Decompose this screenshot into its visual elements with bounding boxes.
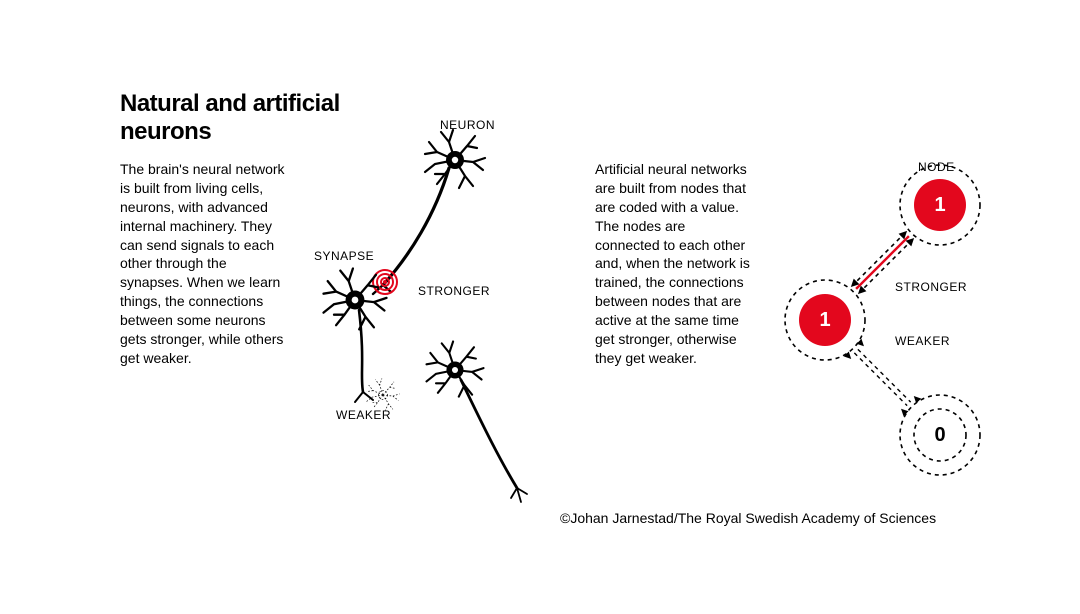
label-stronger: STRONGER (418, 284, 490, 298)
label-stronger-2: STRONGER (895, 280, 967, 294)
natural-description: The brain's neural network is built from… (120, 160, 290, 368)
artificial-description: Artificial neural networks are built fro… (595, 160, 750, 368)
infographic-canvas: Natural and artificial neurons The brain… (0, 0, 1080, 614)
label-neuron: NEURON (440, 118, 495, 132)
label-node: NODE (918, 160, 955, 174)
label-weaker-2: WEAKER (895, 334, 950, 348)
node-value: 1 (819, 309, 830, 331)
credit-line: ©Johan Jarnestad/The Royal Swedish Acade… (560, 510, 936, 526)
artificial-nodes-diagram: 1 1 0 (770, 150, 1000, 470)
natural-neurons-diagram (300, 100, 560, 500)
node-value: 1 (934, 194, 945, 216)
node-value: 0 (934, 424, 945, 446)
label-weaker: WEAKER (336, 408, 391, 422)
label-synapse: SYNAPSE (314, 249, 374, 263)
